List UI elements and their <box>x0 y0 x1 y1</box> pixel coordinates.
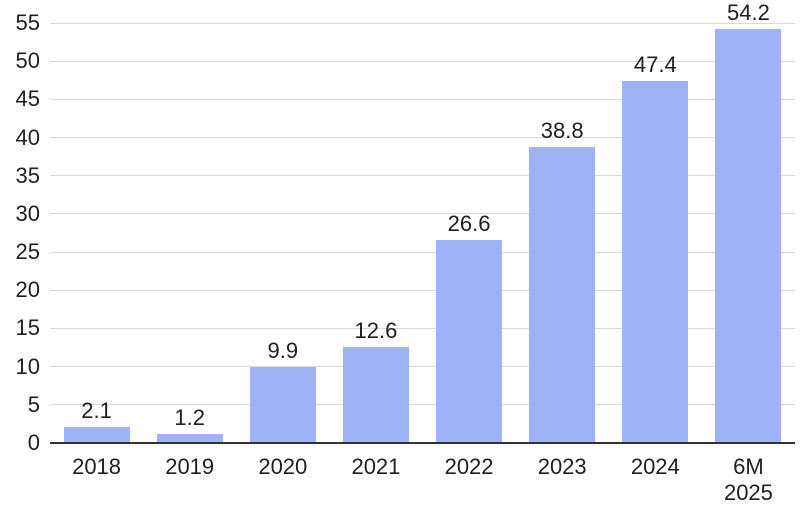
x-axis-label: 2023 <box>537 454 587 479</box>
bar <box>529 146 596 443</box>
gridline <box>50 251 795 253</box>
y-axis-label: 55 <box>15 10 40 35</box>
bar <box>342 346 409 443</box>
gridline <box>50 366 795 368</box>
x-axis-line <box>50 442 795 444</box>
y-axis-label: 10 <box>15 353 40 379</box>
gridline <box>50 404 795 406</box>
gridline <box>50 137 795 139</box>
bar <box>249 367 316 443</box>
y-axis-label: 30 <box>15 200 40 226</box>
y-axis-label: 25 <box>15 239 40 265</box>
bar-value-label: 54.2 <box>727 0 770 26</box>
y-axis-label: 20 <box>15 277 40 303</box>
x-axis-label: 2019 <box>165 454 215 479</box>
y-axis-label: 40 <box>15 124 40 150</box>
bar-value-label: 1.2 <box>174 404 205 430</box>
bar-value-label: 47.4 <box>633 52 677 78</box>
bar-value-label: 9.9 <box>267 338 299 364</box>
y-axis-label: 45 <box>15 86 40 112</box>
x-axis-label: 6M 2025 <box>723 454 773 505</box>
x-axis-label: 2022 <box>444 454 494 479</box>
bar <box>622 81 689 443</box>
x-axis-label: 2018 <box>72 454 122 479</box>
bar <box>436 239 503 443</box>
bar-value-label: 2.1 <box>81 397 112 423</box>
bar <box>715 29 782 443</box>
y-axis-label: 15 <box>15 315 40 341</box>
gridline <box>50 22 795 24</box>
y-axis-label: 35 <box>15 162 40 188</box>
gridline <box>50 175 795 177</box>
x-axis-label: 2020 <box>258 454 308 479</box>
y-axis-label: 0 <box>27 430 40 455</box>
gridline <box>50 213 795 215</box>
y-axis-label: 50 <box>15 48 40 74</box>
gridline <box>50 327 795 329</box>
bar-value-label: 26.6 <box>447 210 491 236</box>
bar <box>63 426 130 443</box>
bar-value-label: 38.8 <box>540 117 584 143</box>
bar <box>156 433 223 443</box>
gridline <box>50 289 795 291</box>
x-axis-label: 2024 <box>630 454 680 479</box>
bar-value-label: 12.6 <box>354 317 398 343</box>
x-axis-label: 2021 <box>351 454 401 479</box>
y-axis-label: 5 <box>27 391 40 417</box>
gridline <box>50 98 795 100</box>
gridline <box>50 60 795 62</box>
